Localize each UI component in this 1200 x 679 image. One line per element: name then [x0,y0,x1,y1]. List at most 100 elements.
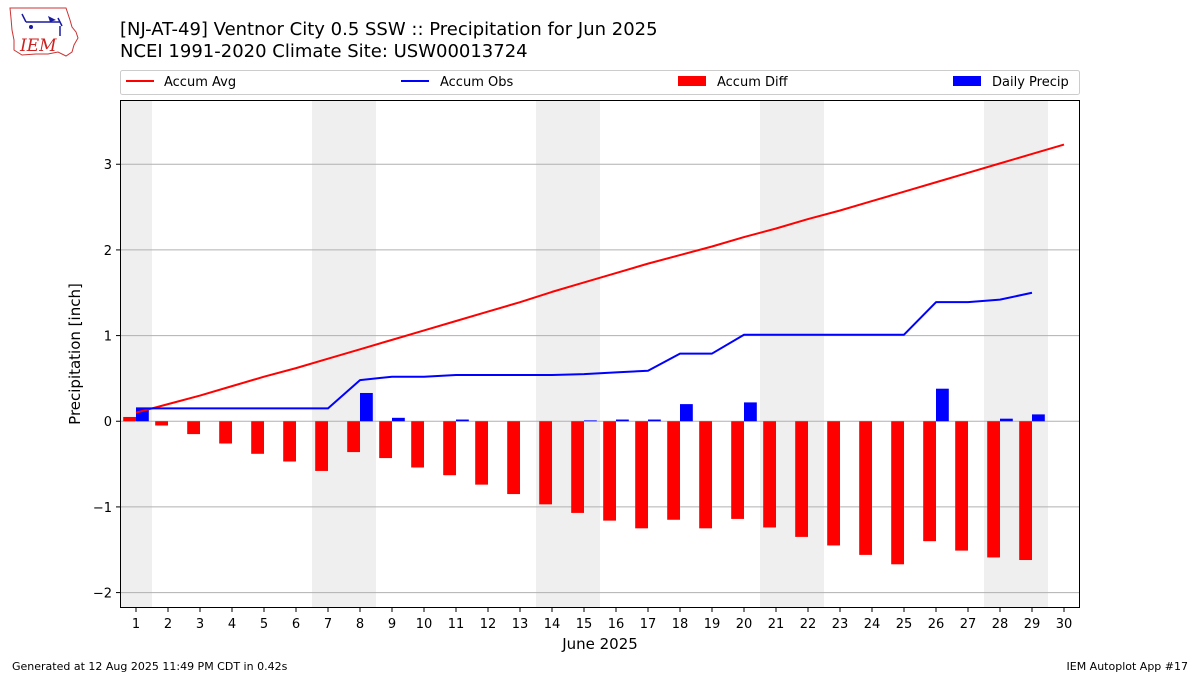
x-tick-label-28: 28 [992,617,1009,632]
daily-precip-bar-day-11 [456,419,469,422]
chart-title-line1: [NJ-AT-49] Ventnor City 0.5 SSW :: Preci… [120,19,658,40]
x-tick-label-2: 2 [164,617,172,632]
x-tick-label-25: 25 [896,617,913,632]
x-tick-label-24: 24 [864,617,881,632]
accum-lines [135,143,1065,414]
accum-diff-bars [123,416,1032,565]
x-tick-label-10: 10 [416,617,433,632]
legend-label-accum-avg: Accum Avg [164,75,236,90]
daily-precip-bar-day-17 [648,419,661,422]
accum-diff-bar-day-25 [891,421,904,565]
accum-diff-bar-day-8 [347,421,360,453]
y-tick-label-m1: −1 [93,501,112,516]
accum-diff-bar-day-13 [507,421,520,495]
footer-app: IEM Autoplot App #17 [1067,660,1189,673]
daily-precip-bar-day-9 [392,417,405,422]
y-tick-label-2: 2 [104,244,112,259]
x-tick-label-5: 5 [260,617,268,632]
legend-item-accum-obs: Accum Obs [401,75,513,90]
x-tick-label-30: 30 [1056,617,1073,632]
accum-diff-bar-day-9 [379,421,392,459]
x-tick-label-11: 11 [448,617,465,632]
weekend-band-2 [536,100,600,608]
legend-item-accum-diff: Accum Diff [678,75,789,90]
x-tick-label-6: 6 [292,617,300,632]
accum-obs-line [136,291,1033,410]
x-axis-label: June 2025 [561,635,638,653]
x-tick-label-17: 17 [640,617,657,632]
x-tick-label-8: 8 [356,617,364,632]
x-tick-label-13: 13 [512,617,529,632]
daily-precip-bar-day-29 [1032,414,1045,422]
accum-diff-bar-day-19 [699,421,712,529]
legend-label-daily-precip: Daily Precip [992,75,1069,90]
accum-diff-bar-day-28 [987,421,1000,558]
x-tick-label-9: 9 [388,617,396,632]
accum-diff-bar-day-11 [443,421,456,476]
x-axis-ticks: 1 2 3 4 5 6 7 8 9 10 11 12 13 14 15 16 17 18 19 20 21 22 23 24 2… [132,608,1072,632]
accum-diff-bar-day-29 [1019,421,1032,561]
accum-diff-bar-day-14 [539,421,552,505]
daily-precip-bar-day-28 [1000,418,1013,422]
legend-swatch-accum-diff [678,76,706,86]
accum-diff-bar-day-10 [411,421,424,468]
daily-precip-bar-day-26 [936,388,949,422]
daily-precip-bar-day-18 [680,404,693,422]
accum-diff-bar-day-22 [795,421,808,537]
x-tick-label-12: 12 [480,617,497,632]
accum-diff-bar-day-1 [123,416,136,422]
y-tick-label-0: 0 [104,415,112,430]
accum-diff-bar-day-3 [187,421,200,435]
x-tick-label-19: 19 [704,617,721,632]
x-tick-label-16: 16 [608,617,625,632]
legend-swatch-daily-precip [953,76,981,86]
daily-precip-bar-day-8 [360,392,373,422]
accum-diff-bar-day-26 [923,421,936,542]
accum-diff-bar-day-16 [603,421,616,521]
x-tick-label-1: 1 [132,617,140,632]
x-tick-label-3: 3 [196,617,204,632]
legend: Accum Avg Accum Obs Accum Diff Daily Pre… [120,70,1080,95]
x-tick-label-22: 22 [800,617,817,632]
chart-title-line2: NCEI 1991-2020 Climate Site: USW00013724 [120,41,528,62]
x-tick-label-27: 27 [960,617,977,632]
daily-precip-bar-day-16 [616,419,629,422]
accum-diff-bar-day-6 [283,421,296,462]
accum-diff-bar-day-27 [955,421,968,551]
legend-frame [120,70,1080,95]
y-axis-label: Precipitation [inch] [66,283,84,425]
plot-frame [120,100,1080,608]
accum-diff-bar-day-7 [315,421,328,471]
x-tick-label-29: 29 [1024,617,1041,632]
x-tick-label-15: 15 [576,617,593,632]
legend-label-accum-diff: Accum Diff [717,75,789,90]
x-tick-label-4: 4 [228,617,236,632]
accum-diff-bar-day-2 [155,421,168,426]
accum-diff-bar-day-24 [859,421,872,555]
daily-precip-bar-day-15 [584,420,597,422]
legend-item-accum-avg: Accum Avg [126,75,236,90]
accum-avg-line [135,143,1065,414]
accum-diff-bar-day-12 [475,421,488,485]
y-axis-ticks: −2 −1 0 1 2 3 [93,158,120,602]
accum-diff-bar-day-15 [571,421,584,513]
weekend-shading [120,100,1048,608]
accum-diff-bar-day-4 [219,421,232,444]
legend-item-daily-precip: Daily Precip [953,75,1069,90]
accum-diff-bar-day-23 [827,421,840,546]
iem-logo: IEM [9,7,79,57]
x-tick-label-14: 14 [544,617,561,632]
accum-diff-bar-day-17 [635,421,648,529]
accum-diff-bar-day-18 [667,421,680,520]
x-tick-label-23: 23 [832,617,849,632]
y-tick-label-1: 1 [104,330,112,345]
x-tick-label-20: 20 [736,617,753,632]
x-tick-label-18: 18 [672,617,689,632]
gridlines [120,163,1080,594]
x-tick-label-21: 21 [768,617,785,632]
legend-label-accum-obs: Accum Obs [440,75,513,90]
y-tick-label-m2: −2 [93,587,112,602]
daily-precip-bars [136,388,1045,422]
